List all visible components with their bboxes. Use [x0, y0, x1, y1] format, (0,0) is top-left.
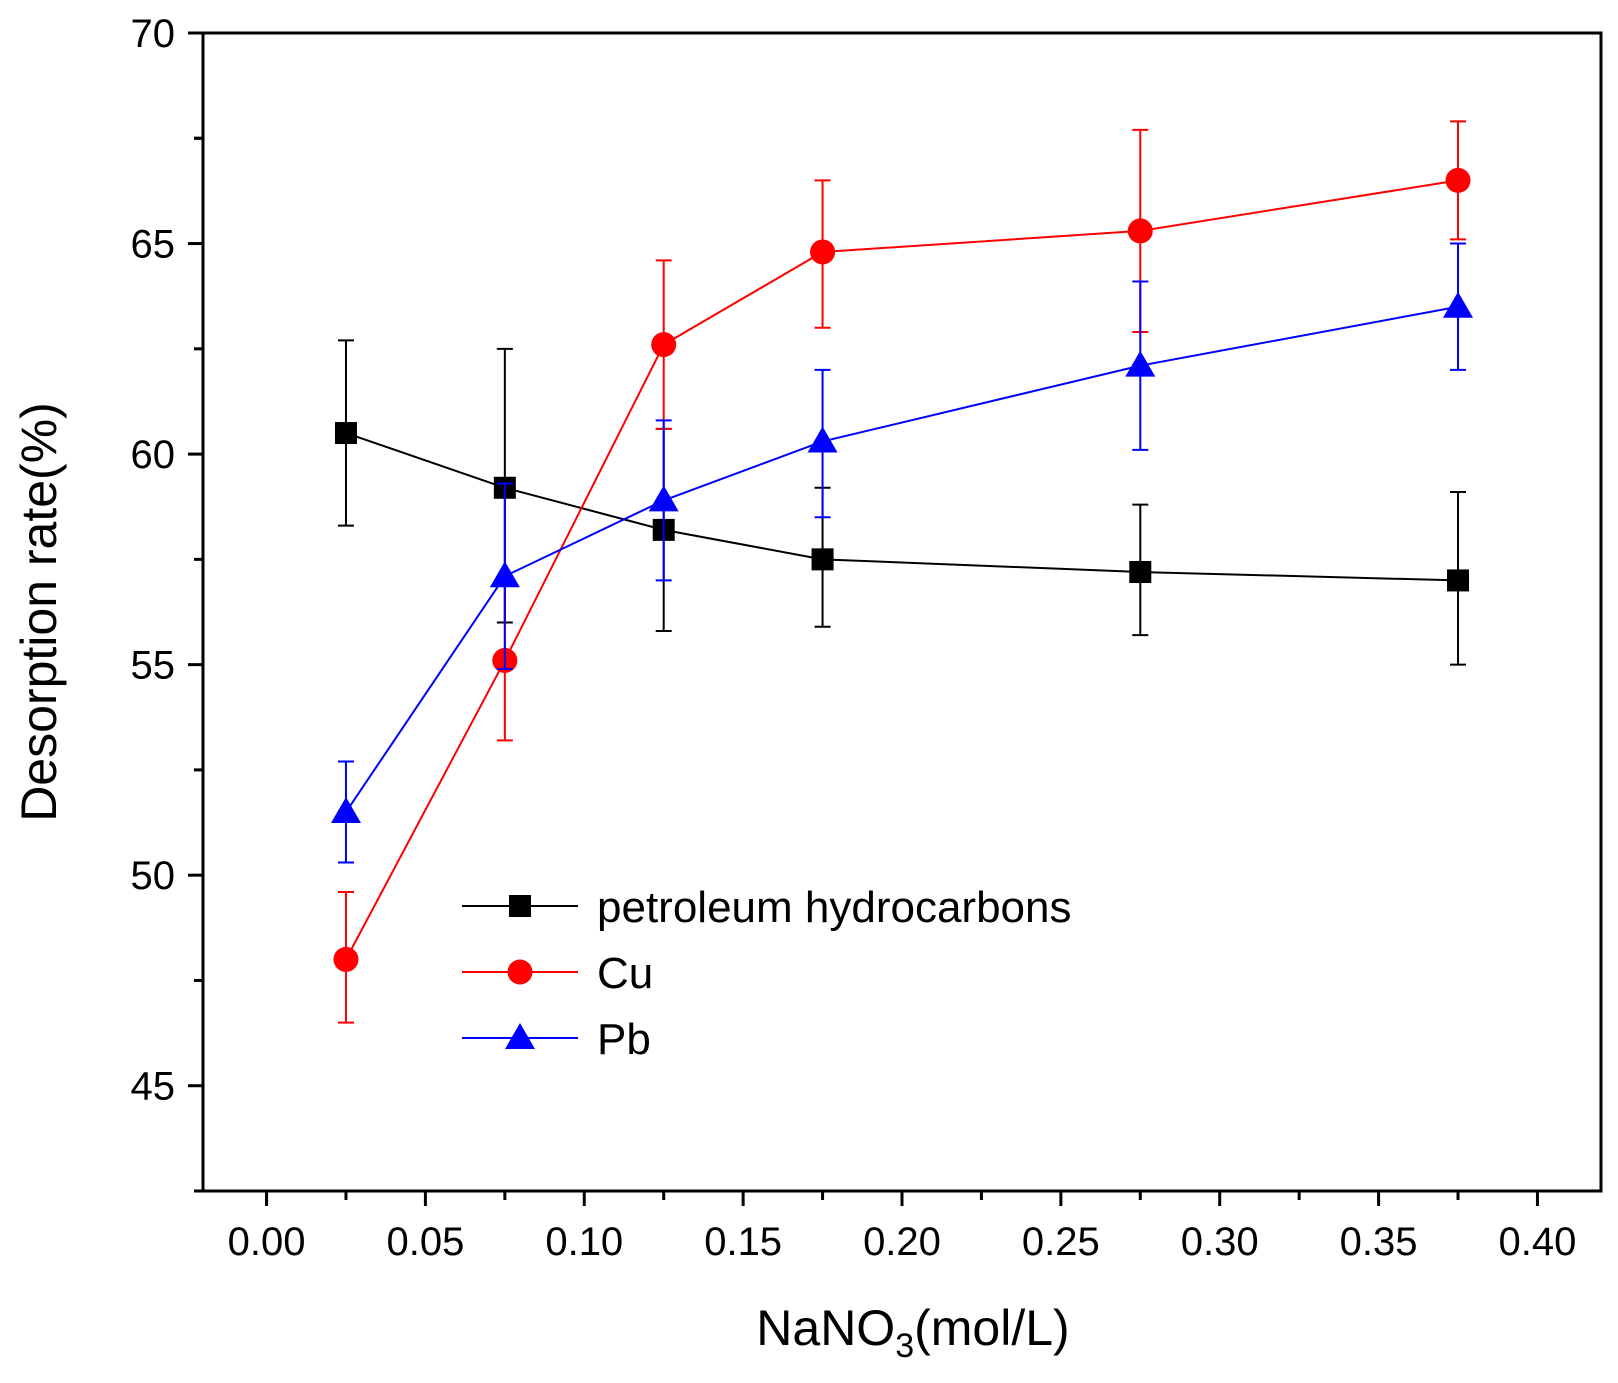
x-axis-title-subscript: 3 — [895, 1327, 914, 1365]
x-tick-label: 0.15 — [704, 1220, 782, 1264]
x-tick-label: 0.00 — [228, 1220, 306, 1264]
x-tick-label: 0.05 — [386, 1220, 464, 1264]
point-cu — [1445, 167, 1471, 193]
series-pb — [330, 242, 1474, 864]
x-tick-label: 0.30 — [1181, 1220, 1259, 1264]
y-tick-label: 60 — [131, 433, 176, 477]
x-axis-ticks: 0.00 0.05 0.10 0.15 0.20 0.25 0.30 0.35 0.40 — [228, 1191, 1577, 1264]
series-cu — [333, 120, 1471, 1024]
y-axis-ticks: 45 50 55 60 65 70 — [131, 12, 203, 1193]
x-tick-label: 0.35 — [1340, 1220, 1418, 1264]
x-axis-title: NaNO3(mol/L) — [756, 1300, 1069, 1365]
point-pb — [330, 797, 361, 824]
point-pb — [648, 485, 679, 512]
line-cu — [345, 179, 1459, 960]
point-cu — [810, 239, 836, 265]
line-pb — [345, 305, 1459, 813]
legend-label-cu: Cu — [597, 949, 653, 998]
legend-marker-pb — [505, 1023, 535, 1049]
y-tick-label: 50 — [131, 854, 176, 898]
y-tick-label: 70 — [131, 12, 176, 56]
legend-marker-petroleum-hydrocarbons — [509, 895, 531, 917]
point-petroleum-hydrocarbons — [811, 548, 834, 571]
point-pb — [1443, 291, 1474, 318]
y-tick-label: 65 — [131, 223, 176, 267]
point-cu — [1127, 218, 1153, 244]
line-petroleum-hydrocarbons — [345, 432, 1459, 582]
point-cu — [333, 946, 359, 972]
x-tick-label: 0.20 — [863, 1220, 941, 1264]
plot-frame — [201, 31, 1603, 1193]
legend: petroleum hydrocarbons Cu Pb — [462, 883, 1071, 1064]
legend-label-petroleum-hydrocarbons: petroleum hydrocarbons — [597, 883, 1071, 932]
y-tick-label: 55 — [131, 644, 176, 688]
point-petroleum-hydrocarbons — [334, 422, 357, 445]
x-axis-title-rest: (mol/L) — [914, 1300, 1070, 1356]
y-axis-title: Desorption rate(%) — [11, 402, 67, 822]
point-pb — [489, 561, 520, 588]
y-tick-label: 45 — [131, 1065, 176, 1109]
point-pb — [1125, 350, 1156, 377]
x-tick-label: 0.25 — [1022, 1220, 1100, 1264]
legend-marker-cu — [507, 959, 533, 985]
point-petroleum-hydrocarbons — [1129, 560, 1152, 583]
series-layer — [330, 120, 1474, 1024]
point-pb — [807, 426, 838, 453]
point-cu — [651, 332, 677, 358]
x-tick-label: 0.10 — [545, 1220, 623, 1264]
legend-label-pb: Pb — [597, 1015, 651, 1064]
x-tick-label: 0.40 — [1499, 1220, 1577, 1264]
x-axis-title-main: NaNO — [756, 1300, 895, 1356]
point-petroleum-hydrocarbons — [1447, 569, 1470, 592]
